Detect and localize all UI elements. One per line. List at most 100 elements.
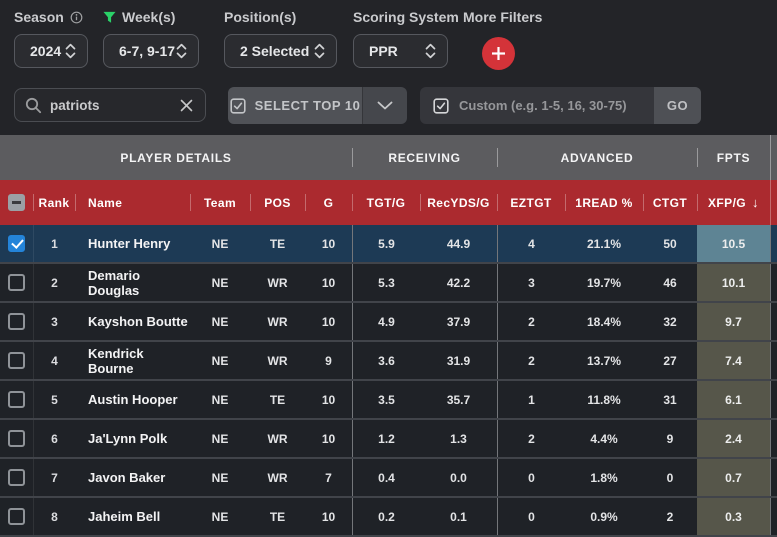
positions-select[interactable]: 2 Selected [224,34,337,68]
cell-xfp-g: 0.7 [697,459,770,496]
cell-xfp-g: 9.7 [697,303,770,340]
cell-team: NE [211,470,229,485]
cell-xfp-g: 7.4 [697,342,770,379]
table-row[interactable]: 7 Javon Baker NE WR 7 0.4 0.0 0 1.8% 0 0… [0,459,777,498]
col-recyds-g[interactable]: RecYDS/G [420,180,497,225]
col-pos[interactable]: POS [250,180,305,225]
col-team[interactable]: Team [190,180,250,225]
cell-name[interactable]: Austin Hooper [88,392,178,407]
row-checkbox[interactable] [0,381,33,418]
select-top-10-label: SELECT TOP 10 [254,98,361,113]
cell-recyds-g: 0.0 [450,470,467,485]
go-button[interactable]: GO [654,87,701,124]
row-checkbox[interactable] [0,342,33,379]
row-edge [770,264,777,301]
table-row[interactable]: 3 Kayshon Boutte NE WR 10 4.9 37.9 2 18.… [0,303,777,342]
row-checkbox[interactable] [0,303,33,340]
col-1read-pct[interactable]: 1READ % [565,180,643,225]
row-checkbox[interactable] [0,498,33,535]
cell-eztgt: 0 [497,498,565,535]
table-body: 1 Hunter Henry NE TE 10 5.9 44.9 4 21.1%… [0,225,777,537]
cell-eztgt: 0 [497,459,565,496]
cell-name[interactable]: Kayshon Boutte [88,314,188,329]
row-checkbox[interactable] [0,420,33,457]
col-xfp-g-label: XFP/G [708,195,747,210]
cell-1read-pct: 13.7% [586,353,622,368]
clear-search-button[interactable] [178,97,195,114]
cell-name[interactable]: Demario Douglas [88,267,141,298]
col-eztgt[interactable]: EZTGT [497,180,565,225]
search-icon [25,97,42,114]
cell-name[interactable]: Jaheim Bell [88,509,161,524]
select-top-10-button[interactable]: SELECT TOP 10 [228,87,362,124]
scoring-label-text: Scoring System [353,9,459,25]
cell-name[interactable]: Kendrick Bourne [88,345,144,376]
season-select[interactable]: 2024 [14,34,88,68]
table-row[interactable]: 2 Demario Douglas NE WR 10 5.3 42.2 3 19… [0,264,777,303]
row-edge [770,303,777,340]
table-row[interactable]: 6 Ja'Lynn Polk NE WR 10 1.2 1.3 2 4.4% 9… [0,420,777,459]
cell-tgt-g: 3.5 [352,381,420,418]
cell-pos: WR [267,275,288,290]
custom-range-checkbox[interactable] [420,87,459,124]
table-row[interactable]: 1 Hunter Henry NE TE 10 5.9 44.9 4 21.1%… [0,225,777,264]
select-all-checkbox[interactable] [0,180,33,225]
chevron-updown-icon [176,43,187,59]
col-rank[interactable]: Rank [33,180,75,225]
cell-g: 9 [325,353,332,368]
row-checkbox[interactable] [0,225,33,262]
cell-g: 7 [325,470,332,485]
cell-name[interactable]: Hunter Henry [88,236,171,251]
cell-xfp-g: 10.1 [697,264,770,301]
search-input[interactable] [50,97,170,113]
column-header-edge [770,180,777,225]
cell-g: 10 [321,275,336,290]
player-search [14,88,206,122]
add-filter-button[interactable] [482,37,515,70]
cell-eztgt: 4 [497,225,565,262]
cell-tgt-g: 5.3 [352,264,420,301]
row-checkbox[interactable] [0,264,33,301]
custom-range-input[interactable] [459,87,654,124]
cell-rank: 7 [33,459,75,496]
cell-1read-pct: 0.9% [590,509,618,524]
scoring-select[interactable]: PPR [353,34,448,68]
cell-eztgt: 1 [497,381,565,418]
cell-tgt-g: 0.4 [352,459,420,496]
col-name[interactable]: Name [75,180,190,225]
cell-pos: WR [267,353,288,368]
cell-team: NE [211,392,229,407]
cell-team: NE [211,275,229,290]
col-xfp-g[interactable]: XFP/G ↓ [697,180,770,225]
table-row[interactable]: 5 Austin Hooper NE TE 10 3.5 35.7 1 11.8… [0,381,777,420]
cell-recyds-g: 31.9 [446,353,471,368]
col-ctgt[interactable]: CTGT [643,180,697,225]
cell-ctgt: 9 [666,431,674,446]
table-row[interactable]: 4 Kendrick Bourne NE WR 9 3.6 31.9 2 13.… [0,342,777,381]
cell-name[interactable]: Javon Baker [88,470,166,485]
weeks-value: 6-7, 9-17 [119,43,176,59]
col-g[interactable]: G [305,180,352,225]
scoring-label: Scoring System [353,8,459,26]
weeks-select[interactable]: 6-7, 9-17 [103,34,199,68]
info-icon[interactable] [70,11,83,24]
select-top-dropdown-toggle[interactable] [362,87,407,124]
group-player-details: PLAYER DETAILS [120,150,232,165]
season-value: 2024 [30,43,62,59]
group-receiving: RECEIVING [352,135,497,180]
cell-name[interactable]: Ja'Lynn Polk [88,431,168,446]
col-tgt-g[interactable]: TGT/G [352,180,420,225]
cell-recyds-g: 35.7 [446,392,471,407]
cell-g: 10 [321,392,336,407]
table-row[interactable]: 8 Jaheim Bell NE TE 10 0.2 0.1 0 0.9% 2 … [0,498,777,537]
cell-team: NE [211,353,229,368]
chevron-updown-icon [65,43,76,59]
cell-eztgt: 2 [497,342,565,379]
row-checkbox[interactable] [0,459,33,496]
cell-pos: TE [269,392,286,407]
cell-pos: TE [269,236,286,251]
cell-recyds-g: 44.9 [446,236,471,251]
cell-team: NE [211,431,229,446]
cell-g: 10 [321,314,336,329]
